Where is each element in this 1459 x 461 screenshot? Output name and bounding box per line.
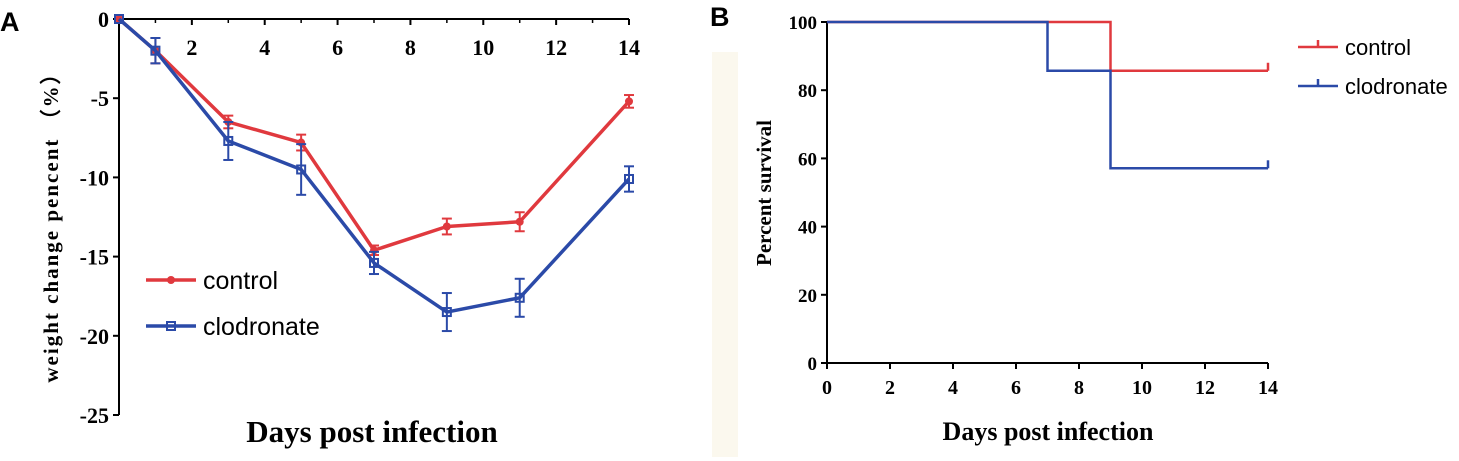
y-tick-label-a: -15 <box>80 245 109 270</box>
y-ticks-b: 0 20 40 60 80 100 <box>789 13 827 375</box>
legend-b: control clodronate <box>1298 35 1448 99</box>
panel-label-b: B <box>710 2 730 32</box>
series-a <box>114 14 634 333</box>
data-point-clodronate <box>296 164 307 175</box>
y-axis-label-a: weight change pencent （%） <box>39 61 63 382</box>
data-point-clodronate <box>514 292 525 303</box>
data-point-control <box>515 217 524 226</box>
y-tick-label-a: -5 <box>91 86 109 111</box>
y-tick-label-b: 0 <box>808 354 818 375</box>
y-axis-label-b: Percent survival <box>752 120 776 266</box>
data-point-control <box>625 97 633 106</box>
x-tick-label-a: 2 <box>186 35 197 60</box>
data-point-clodronate <box>223 135 234 146</box>
x-tick-label-b: 6 <box>1011 377 1021 399</box>
data-point-clodronate <box>441 307 452 318</box>
data-point-clodronate <box>369 257 379 268</box>
x-tick-label-b: 14 <box>1258 377 1278 399</box>
x-tick-label-a: 12 <box>545 35 567 60</box>
x-axis-label-a: Days post infection <box>246 414 497 449</box>
legend-label-control: control <box>1345 35 1411 60</box>
x-tick-label-b: 8 <box>1074 377 1084 399</box>
x-tick-label-a: 4 <box>259 35 270 60</box>
x-tick-label-b: 4 <box>948 377 958 399</box>
x-tick-label-b: 2 <box>885 377 895 399</box>
x-tick-label-b: 10 <box>1132 377 1152 399</box>
x-tick-label-a: 14 <box>618 35 640 60</box>
y-tick-label-a: -10 <box>80 165 109 190</box>
series-line-control <box>117 17 631 253</box>
y-tick-label-b: 60 <box>798 149 817 170</box>
y-tick-label-a: 0 <box>98 7 109 32</box>
background-strip <box>712 52 738 457</box>
data-point-clodronate <box>624 173 634 184</box>
x-tick-label-b: 0 <box>822 377 832 399</box>
y-tick-label-b: 80 <box>798 81 817 102</box>
x-tick-label-b: 12 <box>1195 377 1215 399</box>
legend-label-control: control <box>203 267 278 295</box>
x-axis-label-b: Days post infection <box>943 417 1154 446</box>
y-tick-label-b: 40 <box>798 218 817 239</box>
legend-label-clodronate: clodronate <box>203 313 320 341</box>
x-ticks-a: 2 4 6 8 10 12 14 <box>154 19 640 60</box>
data-point-clodronate <box>150 45 161 56</box>
series-line-clodronate <box>117 17 631 314</box>
chart-b: B 0 20 40 60 80 100 0 2 4 6 8 10 12 14 Days post inf… <box>710 2 1448 446</box>
y-tick-label-a: -25 <box>80 403 109 428</box>
legend-marker-clodronate <box>166 321 176 331</box>
x-tick-label-a: 8 <box>405 35 416 60</box>
chart-a: A 0 -5 -10 -15 -20 -25 2 4 6 8 10 12 14 Days post i… <box>0 7 640 449</box>
legend-label-clodronate: clodronate <box>1345 74 1448 99</box>
x-tick-label-a: 6 <box>332 35 343 60</box>
x-tick-label-a: 10 <box>472 35 494 60</box>
legend-a: control clodronate <box>146 267 320 341</box>
series-b <box>827 20 1270 170</box>
x-ticks-b: 0 2 4 6 8 10 12 14 <box>822 363 1278 399</box>
survival-line-clodronate <box>827 20 1268 170</box>
y-ticks-a: 0 -5 -10 -15 -20 -25 <box>80 7 119 428</box>
panel-label-a: A <box>0 7 20 37</box>
y-tick-label-b: 20 <box>798 286 817 307</box>
y-tick-label-b: 100 <box>789 13 818 34</box>
y-tick-label-a: -20 <box>80 324 109 349</box>
data-point-clodronate <box>114 14 124 24</box>
legend-marker-control <box>167 276 175 284</box>
data-point-control <box>442 222 451 231</box>
